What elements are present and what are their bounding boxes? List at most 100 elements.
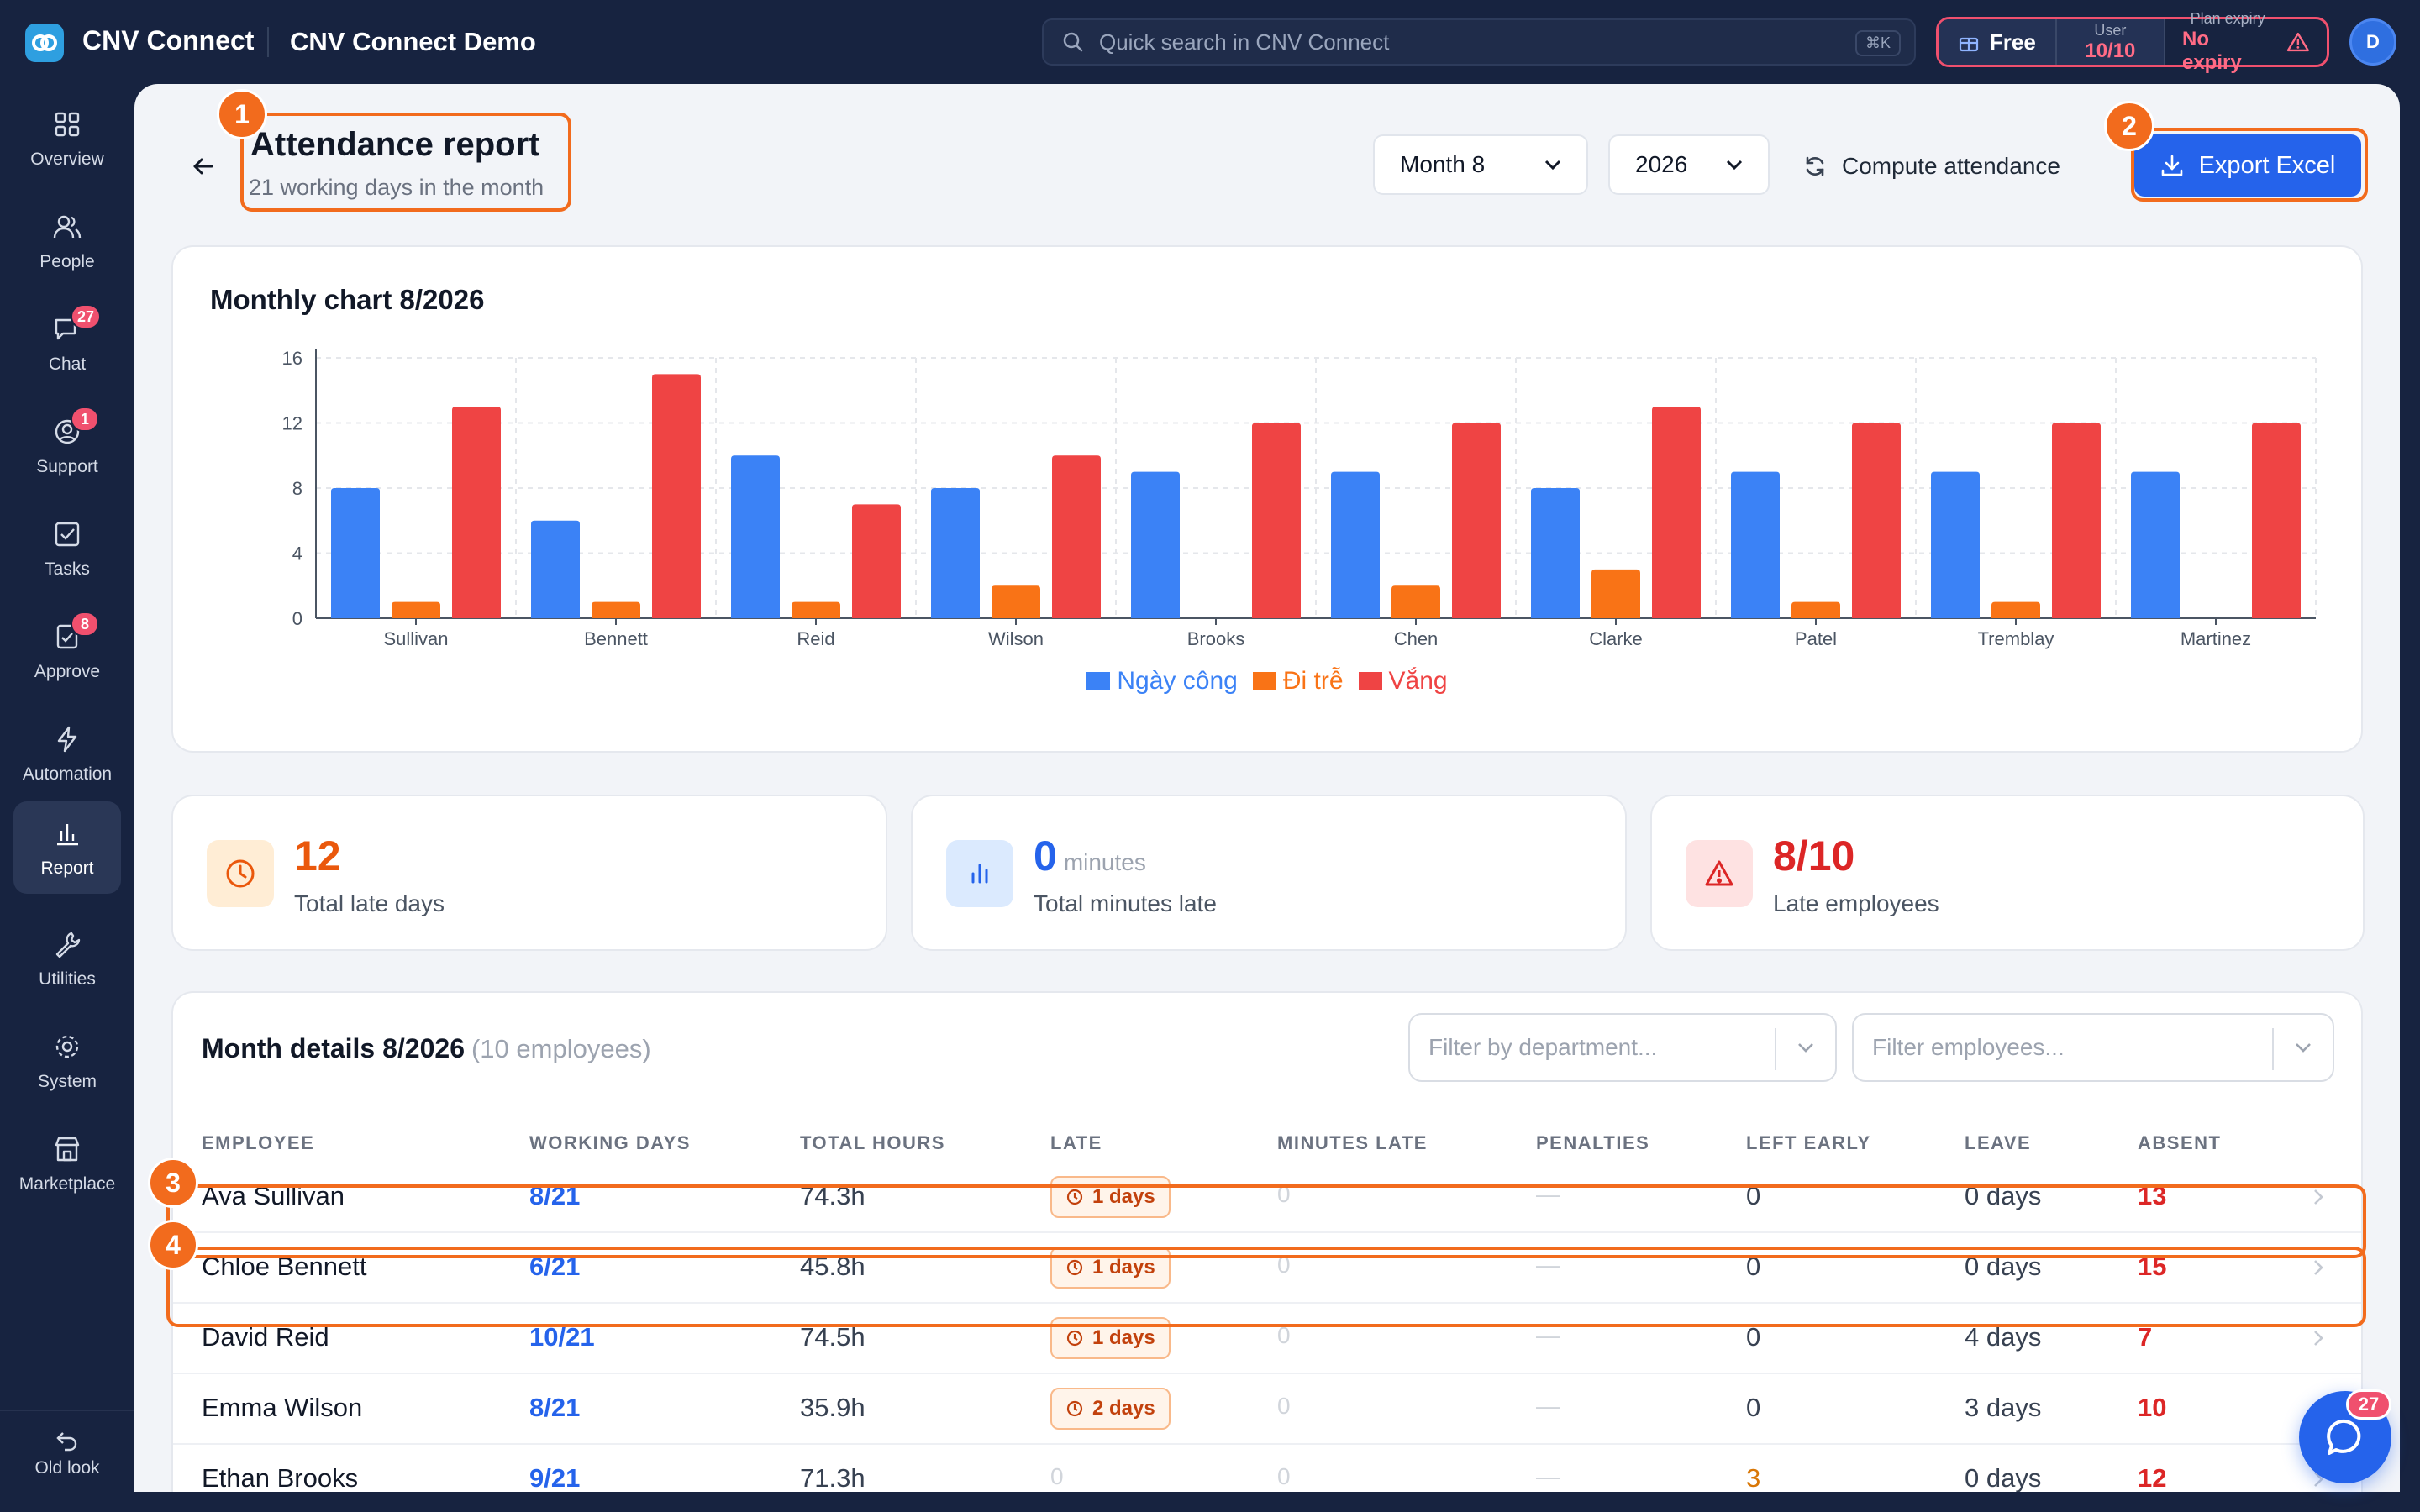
old-look-button[interactable]: Old look: [13, 1428, 121, 1495]
bar-đi-trễ-chen: [1392, 585, 1440, 618]
department-filter-placeholder: Filter by department...: [1428, 1034, 1658, 1060]
bar-ngày-công-reid: [731, 455, 780, 618]
legend-item-di-tre[interactable]: Đi trễ: [1252, 667, 1344, 696]
column-header[interactable]: TOTAL HOURS: [800, 1132, 945, 1153]
sidebar-item-system[interactable]: System: [13, 1015, 121, 1107]
bar-đi-trễ-reid: [792, 601, 840, 618]
chat-bubble-icon: [2327, 1419, 2361, 1455]
sidebar-item-support[interactable]: 1 Support: [13, 400, 121, 492]
bar-vắng-reid: [852, 504, 901, 618]
chat-badge: 27: [71, 304, 102, 329]
bar-vắng-tremblay: [2052, 423, 2101, 618]
bar-chart-icon: [946, 840, 1013, 907]
approve-icon: 8: [50, 612, 99, 654]
sidebar-item-people[interactable]: People: [13, 195, 121, 287]
employee-filter-placeholder: Filter employees...: [1872, 1034, 2065, 1060]
sidebar-item-tasks[interactable]: Tasks: [13, 502, 121, 595]
chevron-right-icon[interactable]: [2309, 1184, 2328, 1210]
sidebar-item-label: Report: [40, 858, 94, 878]
chevron-right-icon[interactable]: [2309, 1467, 2328, 1492]
y-tick-label: 0: [292, 608, 302, 629]
workspace-name[interactable]: CNV Connect Demo: [290, 27, 536, 56]
page-subtitle: 21 working days in the month: [249, 175, 544, 200]
bar-ngày-công-clarke: [1531, 488, 1580, 618]
chevron-right-icon[interactable]: [2309, 1255, 2328, 1280]
chat-icon: 27: [50, 304, 102, 346]
export-excel-button[interactable]: Export Excel: [2134, 134, 2361, 197]
table-row[interactable]: Ethan Brooks 9/21 71.3h 0 0 — 3 0 days 12: [173, 1445, 2361, 1492]
sidebar-item-label: Marketplace: [18, 1174, 116, 1194]
column-header[interactable]: WORKING DAYS: [529, 1132, 691, 1153]
late-badge: 1 days: [1050, 1176, 1171, 1218]
sidebar: Overview People 27 Chat 1 Support Tasks …: [0, 84, 134, 1512]
late-value: 0: [1050, 1463, 1064, 1489]
table-row[interactable]: Ava Sullivan 8/21 74.3h 1 days 0—0 0 days 13: [173, 1163, 2361, 1233]
sidebar-item-approve[interactable]: 8 Approve: [13, 605, 121, 697]
bar-đi-trễ-patel: [1791, 601, 1840, 618]
month-select[interactable]: Month 8: [1373, 134, 1588, 195]
search-input[interactable]: Quick search in CNV Connect ⌘K: [1042, 18, 1916, 66]
sidebar-item-report[interactable]: Report: [13, 801, 121, 894]
clock-icon: [1066, 1400, 1083, 1417]
sidebar-item-marketplace[interactable]: Marketplace: [13, 1117, 121, 1210]
employee-count: (10 employees): [471, 1034, 651, 1063]
bar-ngày-công-patel: [1731, 471, 1780, 618]
sidebar-item-utilities[interactable]: Utilities: [13, 912, 121, 1005]
user-avatar[interactable]: D: [2349, 18, 2396, 66]
back-button[interactable]: [185, 148, 222, 185]
plan-widget[interactable]: Free User 10/10 Plan expiry No expiry: [1936, 10, 2329, 74]
total-hours: 71.3h: [800, 1463, 865, 1492]
bar-ngày-công-bennett: [531, 520, 580, 618]
sidebar-item-overview[interactable]: Overview: [13, 92, 121, 185]
employee-filter[interactable]: Filter employees...: [1852, 1013, 2334, 1082]
grid-icon: [50, 108, 84, 141]
plan-free[interactable]: Free: [1939, 19, 2057, 65]
department-filter[interactable]: Filter by department...: [1408, 1013, 1837, 1082]
download-icon: [2161, 155, 2182, 176]
page-title: Attendance report: [250, 126, 540, 163]
legend-item-ngay-cong[interactable]: Ngày công: [1086, 667, 1238, 696]
bar-ngày-công-chen: [1331, 471, 1380, 618]
sidebar-item-automation[interactable]: Automation: [13, 707, 121, 800]
highlight-title: [240, 113, 571, 212]
sidebar-item-label: System: [37, 1072, 97, 1091]
sidebar-item-label: People: [39, 252, 95, 271]
compute-label: Compute attendance: [1842, 153, 2060, 179]
marker-3: 3: [148, 1158, 198, 1208]
bar-đi-trễ-bennett: [592, 601, 640, 618]
column-header[interactable]: LATE: [1050, 1132, 1102, 1153]
plan-user-count: User 10/10: [2056, 19, 2165, 65]
stat-card-late-employees: 8/10 Late employees: [1650, 795, 2365, 951]
sidebar-item-chat[interactable]: 27 Chat: [13, 297, 121, 390]
column-header[interactable]: PENALTIES: [1536, 1132, 1650, 1153]
legend-item-vang[interactable]: Vắng: [1358, 667, 1448, 696]
approve-badge: 8: [71, 612, 99, 637]
export-label: Export Excel: [2198, 151, 2336, 179]
gift-icon: [1959, 37, 1979, 52]
bar-vắng-chen: [1452, 423, 1501, 618]
table-row[interactable]: Emma Wilson 8/21 35.9h 2 days 0 — 0 3 days 10: [173, 1374, 2361, 1445]
column-header[interactable]: EMPLOYEE: [202, 1132, 315, 1153]
left-early: 0: [1746, 1252, 1761, 1281]
bar-vắng-patel: [1852, 423, 1901, 618]
support-badge: 1: [71, 407, 99, 432]
leave-days: 3 days: [1965, 1393, 2042, 1422]
app-logo[interactable]: [25, 24, 64, 62]
employee-name: Emma Wilson: [202, 1393, 363, 1422]
x-tick-label: Patel: [1795, 628, 1837, 649]
column-header[interactable]: LEAVE: [1965, 1132, 2032, 1153]
chart-card: Monthly chart 8/2026 0 4 8 12 16 Sullivan Benn…: [171, 245, 2363, 753]
column-header[interactable]: ABSENT: [2138, 1132, 2222, 1153]
marker-1: 1: [217, 89, 267, 139]
highlight-export: [2131, 128, 2368, 202]
late-value: 1 days: [1092, 1256, 1155, 1278]
column-header[interactable]: MINUTES LATE: [1277, 1132, 1428, 1153]
column-header[interactable]: LEFT EARLY: [1746, 1132, 1871, 1153]
compute-attendance-button[interactable]: Compute attendance: [1803, 136, 2060, 197]
clock-icon: [1066, 1189, 1083, 1205]
year-select[interactable]: 2026: [1608, 134, 1770, 195]
main-panel: Attendance report 21 working days in the…: [134, 84, 2400, 1492]
table-row[interactable]: Chloe Bennett 6/21 45.8h 1 days 0—0 0 days 15: [173, 1233, 2361, 1304]
details-title-text: Month details 8/2026: [202, 1033, 465, 1063]
chevron-right-icon[interactable]: [2309, 1326, 2328, 1351]
